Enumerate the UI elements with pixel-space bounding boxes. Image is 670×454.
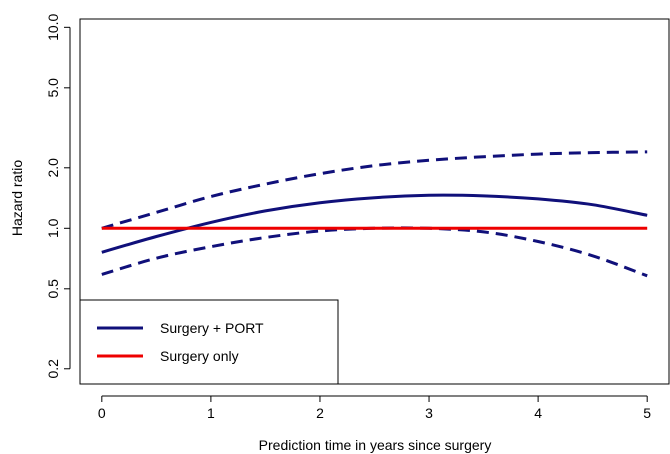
series-layer xyxy=(101,150,648,278)
x-axis-title: Prediction time in years since surgery xyxy=(259,437,492,453)
y-tick-label: 0.2 xyxy=(45,359,61,379)
legend-label-surgery-port: Surgery + PORT xyxy=(160,320,264,336)
y-axis: 0.2 0.5 1.0 2.0 5.0 10.0 xyxy=(45,13,71,379)
series-line-estimate xyxy=(101,193,648,254)
x-tick-label: 5 xyxy=(643,405,651,421)
x-tick-label: 4 xyxy=(534,405,542,421)
legend-label-surgery-only: Surgery only xyxy=(160,348,239,364)
y-axis-title: Hazard ratio xyxy=(9,160,25,236)
x-tick-label: 1 xyxy=(207,405,215,421)
x-tick-label: 2 xyxy=(316,405,324,421)
series-line-upper-bound xyxy=(101,150,648,230)
y-tick-label: 10.0 xyxy=(45,13,61,40)
x-tick-label: 3 xyxy=(425,405,433,421)
y-tick-label: 1.0 xyxy=(45,218,61,238)
legend-box xyxy=(79,299,339,385)
legend: Surgery + PORT Surgery only xyxy=(79,299,339,385)
y-tick-label: 0.5 xyxy=(45,279,61,299)
y-tick-label: 5.0 xyxy=(45,78,61,98)
y-tick-label: 2.0 xyxy=(45,158,61,178)
x-axis: 0 1 2 3 4 5 xyxy=(98,395,651,421)
plot-frame xyxy=(79,18,670,385)
x-tick-label: 0 xyxy=(98,405,106,421)
